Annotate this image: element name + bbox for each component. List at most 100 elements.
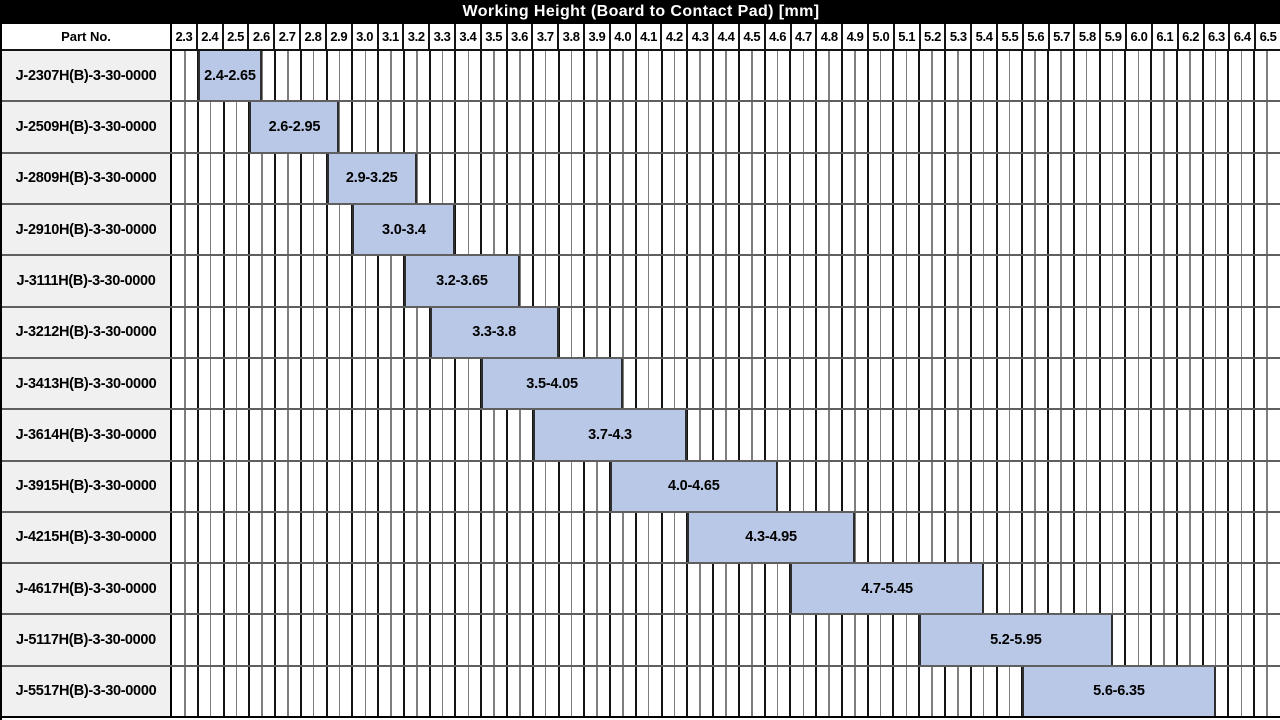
gridline bbox=[969, 204, 972, 255]
gridline bbox=[325, 358, 328, 409]
gridline bbox=[957, 153, 959, 203]
gridline bbox=[699, 256, 701, 306]
gridline bbox=[1072, 512, 1075, 563]
gridline bbox=[1008, 307, 1011, 357]
range-bar: 3.3-3.8 bbox=[429, 307, 559, 357]
gridline bbox=[1098, 102, 1101, 152]
gridline bbox=[480, 615, 483, 665]
range-track: 4.7-5.45 bbox=[172, 564, 1280, 614]
gridline bbox=[725, 307, 727, 357]
gridline bbox=[196, 358, 199, 409]
gridline bbox=[622, 564, 624, 614]
gridline bbox=[1034, 512, 1036, 563]
gridline bbox=[622, 102, 624, 152]
gridline bbox=[505, 410, 508, 460]
gridline bbox=[1253, 461, 1256, 511]
gridline bbox=[918, 153, 921, 203]
gridline bbox=[1240, 666, 1243, 717]
gridline bbox=[892, 153, 895, 203]
gridline bbox=[1266, 615, 1268, 665]
gridline bbox=[454, 410, 457, 460]
gridline bbox=[557, 461, 560, 511]
gridline bbox=[480, 153, 483, 203]
gridline bbox=[892, 51, 895, 101]
gridline bbox=[531, 204, 534, 255]
gridline bbox=[660, 204, 663, 255]
axis-tick: 4.2 bbox=[660, 24, 686, 49]
gridline bbox=[428, 358, 431, 409]
gridline bbox=[1189, 51, 1191, 101]
gridline bbox=[325, 512, 328, 563]
gridline bbox=[686, 564, 689, 614]
gridline bbox=[377, 666, 380, 717]
gridline bbox=[519, 102, 521, 152]
gridline bbox=[969, 410, 972, 460]
gridline bbox=[866, 615, 869, 665]
gridline bbox=[1163, 512, 1165, 563]
gridline bbox=[1227, 51, 1230, 101]
gridline bbox=[196, 153, 199, 203]
gridline bbox=[364, 615, 366, 665]
gridline bbox=[1150, 256, 1153, 306]
gridline bbox=[737, 51, 740, 101]
gridline bbox=[776, 358, 779, 409]
gridline bbox=[596, 204, 598, 255]
gridline bbox=[1085, 564, 1088, 614]
gridline bbox=[596, 666, 598, 717]
gridline bbox=[493, 512, 495, 563]
gridline bbox=[957, 102, 959, 152]
gridline bbox=[505, 512, 508, 563]
gridline bbox=[622, 51, 624, 101]
gridline bbox=[879, 204, 882, 255]
gridline bbox=[402, 358, 405, 409]
gridline bbox=[544, 51, 547, 101]
gridline bbox=[480, 102, 483, 152]
gridline bbox=[1098, 564, 1101, 614]
gridline bbox=[312, 410, 315, 460]
gridline bbox=[1163, 153, 1165, 203]
gridline bbox=[1266, 512, 1268, 563]
gridline bbox=[1008, 102, 1011, 152]
gridline bbox=[686, 410, 689, 460]
gridline bbox=[1098, 153, 1101, 203]
axis-tick: 3.3 bbox=[428, 24, 454, 49]
gridline bbox=[763, 256, 766, 306]
axis-tick: 5.1 bbox=[892, 24, 919, 49]
gridline bbox=[892, 666, 895, 717]
gridline bbox=[737, 256, 740, 306]
gridline bbox=[1137, 564, 1140, 614]
gridline bbox=[441, 358, 444, 409]
gridline bbox=[892, 512, 895, 563]
gridline bbox=[892, 102, 895, 152]
gridline bbox=[416, 153, 418, 203]
gridline bbox=[299, 204, 302, 255]
gridline bbox=[364, 307, 366, 357]
gridline bbox=[1266, 564, 1268, 614]
gridline bbox=[390, 410, 392, 460]
gridline bbox=[982, 153, 985, 203]
gridline bbox=[1253, 512, 1256, 563]
gridline bbox=[660, 666, 663, 717]
gridline bbox=[854, 615, 856, 665]
gridline bbox=[673, 307, 676, 357]
gridline bbox=[931, 410, 933, 460]
gridline bbox=[596, 256, 598, 306]
gridline bbox=[222, 461, 225, 511]
gridline bbox=[480, 461, 483, 511]
gridline bbox=[299, 564, 302, 614]
gridline bbox=[1189, 102, 1191, 152]
gridline bbox=[622, 666, 624, 717]
gridline bbox=[944, 307, 947, 357]
gridline bbox=[712, 256, 715, 306]
gridline bbox=[312, 666, 315, 717]
axis-tick: 2.6 bbox=[247, 24, 273, 49]
gridline bbox=[957, 461, 959, 511]
gridline bbox=[673, 358, 676, 409]
gridline bbox=[1240, 410, 1243, 460]
gridline bbox=[944, 512, 947, 563]
gridline bbox=[699, 153, 701, 203]
gridline bbox=[1072, 307, 1075, 357]
gridline bbox=[828, 461, 830, 511]
gridline bbox=[505, 564, 508, 614]
gridline bbox=[235, 461, 238, 511]
